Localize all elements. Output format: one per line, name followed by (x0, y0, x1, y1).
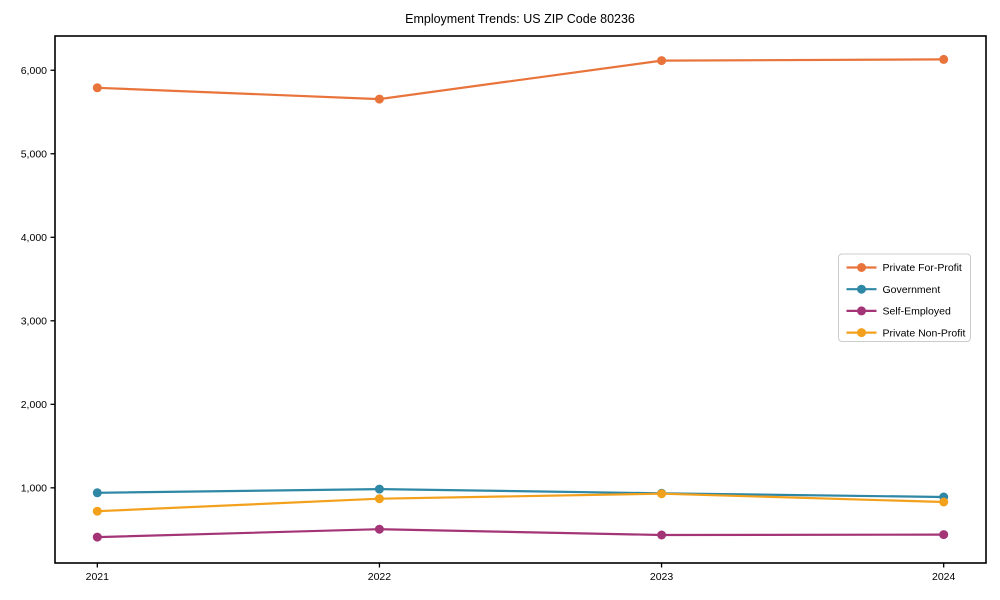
marker-private-non-profit (92, 506, 102, 516)
line-self-employed (97, 528, 944, 539)
marker-government (92, 488, 102, 498)
legend-marker (857, 328, 866, 338)
series-lines (92, 54, 949, 542)
x-tick-label: 2023 (650, 571, 674, 583)
marker-private-for-profit (657, 56, 667, 66)
y-tick-label: 1,000 (21, 483, 47, 495)
y-tick-label: 3,000 (21, 315, 47, 327)
marker-self-employed (92, 532, 102, 542)
legend-label: Private Non-Profit (883, 327, 966, 339)
line-government (97, 487, 944, 499)
y-tick-label: 5,000 (21, 148, 47, 160)
marker-private-non-profit (657, 489, 667, 499)
x-tick-label: 2024 (932, 571, 956, 583)
legend-marker (857, 263, 866, 272)
legend-label: Government (883, 284, 941, 296)
legend-label: Private For-Profit (883, 262, 962, 274)
x-tick-label: 2022 (368, 571, 392, 583)
legend-box (838, 253, 971, 342)
marker-private-for-profit (939, 54, 949, 64)
y-tick-label: 2,000 (21, 399, 47, 411)
marker-private-for-profit (92, 83, 102, 93)
marker-self-employed (374, 524, 384, 534)
marker-government (374, 484, 384, 494)
plot-frame (54, 35, 987, 564)
y-tick-label: 6,000 (21, 65, 47, 77)
chart-title: Employment Trends: US ZIP Code 80236 (405, 12, 635, 26)
marker-private-for-profit (374, 94, 384, 104)
legend: Private For-Profit Government Self-Employe… (838, 253, 971, 342)
marker-self-employed (657, 530, 667, 540)
legend-marker (857, 284, 866, 294)
marker-private-non-profit (374, 494, 384, 504)
y-tick-label: 4,000 (21, 232, 47, 244)
x-tick-label: 2021 (86, 571, 110, 583)
marker-self-employed (939, 530, 949, 540)
line-private-non-profit (97, 492, 944, 513)
axis-ticks: 1,000 2,000 3,000 4,000 5,000 6,000 2021 2022 20… (21, 65, 956, 583)
marker-private-non-profit (939, 497, 949, 507)
legend-marker (857, 306, 866, 316)
line-private-for-profit (97, 58, 944, 101)
legend-label: Self-Employed (883, 306, 951, 318)
